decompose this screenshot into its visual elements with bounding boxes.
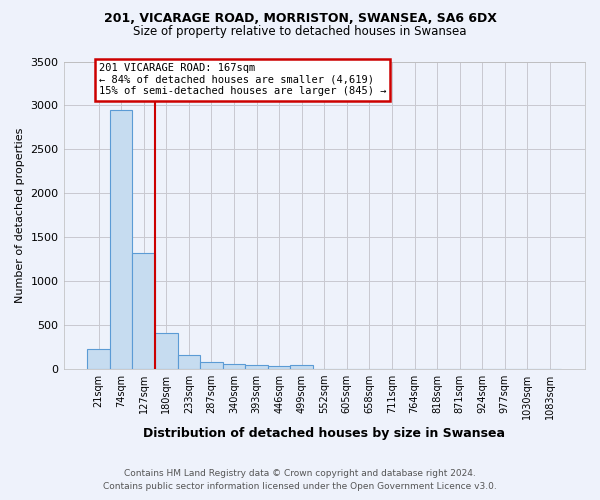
Bar	[155, 334, 178, 368]
Text: Contains HM Land Registry data © Crown copyright and database right 2024.
Contai: Contains HM Land Registry data © Crown c…	[103, 470, 497, 491]
Bar	[268, 366, 290, 368]
Bar	[87, 350, 110, 368]
Text: 201 VICARAGE ROAD: 167sqm
← 84% of detached houses are smaller (4,619)
15% of se: 201 VICARAGE ROAD: 167sqm ← 84% of detac…	[99, 64, 386, 96]
Text: Size of property relative to detached houses in Swansea: Size of property relative to detached ho…	[133, 25, 467, 38]
Y-axis label: Number of detached properties: Number of detached properties	[15, 128, 25, 302]
Bar	[245, 366, 268, 368]
Bar	[290, 366, 313, 368]
Bar	[110, 110, 133, 368]
Bar	[223, 364, 245, 368]
Bar	[200, 362, 223, 368]
Bar	[178, 354, 200, 368]
X-axis label: Distribution of detached houses by size in Swansea: Distribution of detached houses by size …	[143, 427, 505, 440]
Bar	[133, 253, 155, 368]
Text: 201, VICARAGE ROAD, MORRISTON, SWANSEA, SA6 6DX: 201, VICARAGE ROAD, MORRISTON, SWANSEA, …	[104, 12, 496, 26]
